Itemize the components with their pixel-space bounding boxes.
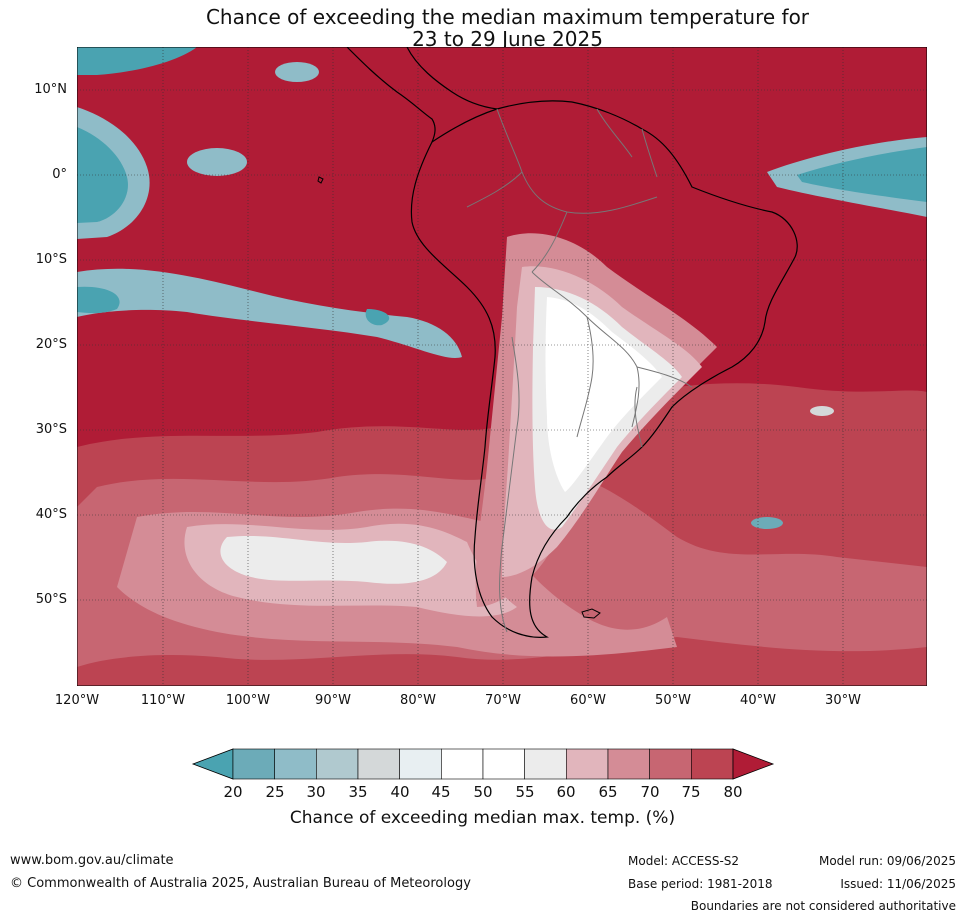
footer-base-period: Base period: 1981-2018 <box>628 877 773 891</box>
colorbar-tick-40: 40 <box>390 783 410 801</box>
lat-label-30s: 30°S <box>35 422 67 437</box>
colorbar-cell <box>649 748 692 780</box>
map-title-line1: Chance of exceeding the median maximum t… <box>205 5 810 29</box>
colorbar-cell <box>691 748 734 780</box>
lon-label-110w: 110°W <box>140 693 186 708</box>
lon-label-70w: 70°W <box>485 693 521 708</box>
colorbar-cell <box>232 748 275 780</box>
cool-patch-30s <box>810 406 834 416</box>
graticule <box>77 47 927 686</box>
colorbar-cell <box>566 748 609 780</box>
cool-patch-40s <box>751 517 783 529</box>
footer-website: www.bom.gov.au/climate <box>10 853 174 868</box>
colorbar-tick-70: 70 <box>640 783 660 801</box>
lon-label-80w: 80°W <box>400 693 436 708</box>
cool-band-10s-core <box>77 286 390 326</box>
lat-label-20s: 20°S <box>35 337 67 352</box>
colorbar-label: Chance of exceeding median max. temp. (%… <box>289 808 676 828</box>
footer-model: Model: ACCESS-S2 <box>628 854 740 868</box>
lon-label-60w: 60°W <box>570 693 606 708</box>
cool-region-nw-core <box>77 127 128 223</box>
country-borders <box>466 108 693 633</box>
cool-band-10s <box>77 268 462 358</box>
cool-region-ne-core <box>797 147 927 202</box>
colorbar-cell <box>441 748 484 780</box>
colorbar-cell <box>482 748 525 780</box>
map-title-line2: 23 to 29 June 2025 <box>412 27 603 51</box>
colorbar <box>191 748 775 780</box>
cool-region-top <box>77 47 197 75</box>
lat-label-10s: 10°S <box>35 252 67 267</box>
colorbar-tick-25: 25 <box>265 783 285 801</box>
southern-band-55 <box>220 535 447 584</box>
colorbar-cell <box>274 748 317 780</box>
colorbar-cell <box>399 748 442 780</box>
footer-disclaimer: Boundaries are not considered authoritat… <box>690 899 956 913</box>
falkland-islands <box>581 608 601 619</box>
footer-issued: Issued: 11/06/2025 <box>840 877 956 891</box>
footer-model-run: Model run: 09/06/2025 <box>818 854 956 868</box>
colorbar-tick-45: 45 <box>431 783 451 801</box>
colorbar-cell <box>357 748 400 780</box>
colorbar-tick-80: 80 <box>723 783 743 801</box>
colorbar-cell <box>316 748 359 780</box>
lon-label-100w: 100°W <box>225 693 271 708</box>
interior-50 <box>545 297 662 492</box>
colorbar-low-arrow <box>191 748 234 780</box>
colorbar-tick-55: 55 <box>515 783 535 801</box>
colorbar-tick-75: 75 <box>681 783 701 801</box>
colorbar-cell <box>607 748 650 780</box>
lon-label-40w: 40°W <box>740 693 776 708</box>
probability-map <box>77 47 927 686</box>
cool-patch-pacific <box>187 148 247 176</box>
central-america-coastline <box>346 47 498 143</box>
lat-label-40s: 40°S <box>35 507 67 522</box>
colorbar-tick-30: 30 <box>306 783 326 801</box>
lat-label-10n: 10°N <box>34 82 67 97</box>
colorbar-tick-35: 35 <box>348 783 368 801</box>
lon-label-120w: 120°W <box>54 693 100 708</box>
colorbar-cell <box>524 748 567 780</box>
south-america-coastline <box>410 100 798 638</box>
cool-patch-carib <box>275 62 319 82</box>
lon-label-50w: 50°W <box>655 693 691 708</box>
colorbar-tick-65: 65 <box>598 783 618 801</box>
lat-label-0: 0° <box>52 167 67 182</box>
colorbar-tick-50: 50 <box>473 783 493 801</box>
colorbar-high-arrow <box>732 748 775 780</box>
lat-label-50s: 50°S <box>35 592 67 607</box>
galapagos-islands <box>317 176 324 184</box>
footer-copyright: © Commonwealth of Australia 2025, Austra… <box>10 876 471 891</box>
lon-label-30w: 30°W <box>825 693 861 708</box>
colorbar-tick-20: 20 <box>223 783 243 801</box>
colorbar-tick-60: 60 <box>556 783 576 801</box>
lon-label-90w: 90°W <box>315 693 351 708</box>
